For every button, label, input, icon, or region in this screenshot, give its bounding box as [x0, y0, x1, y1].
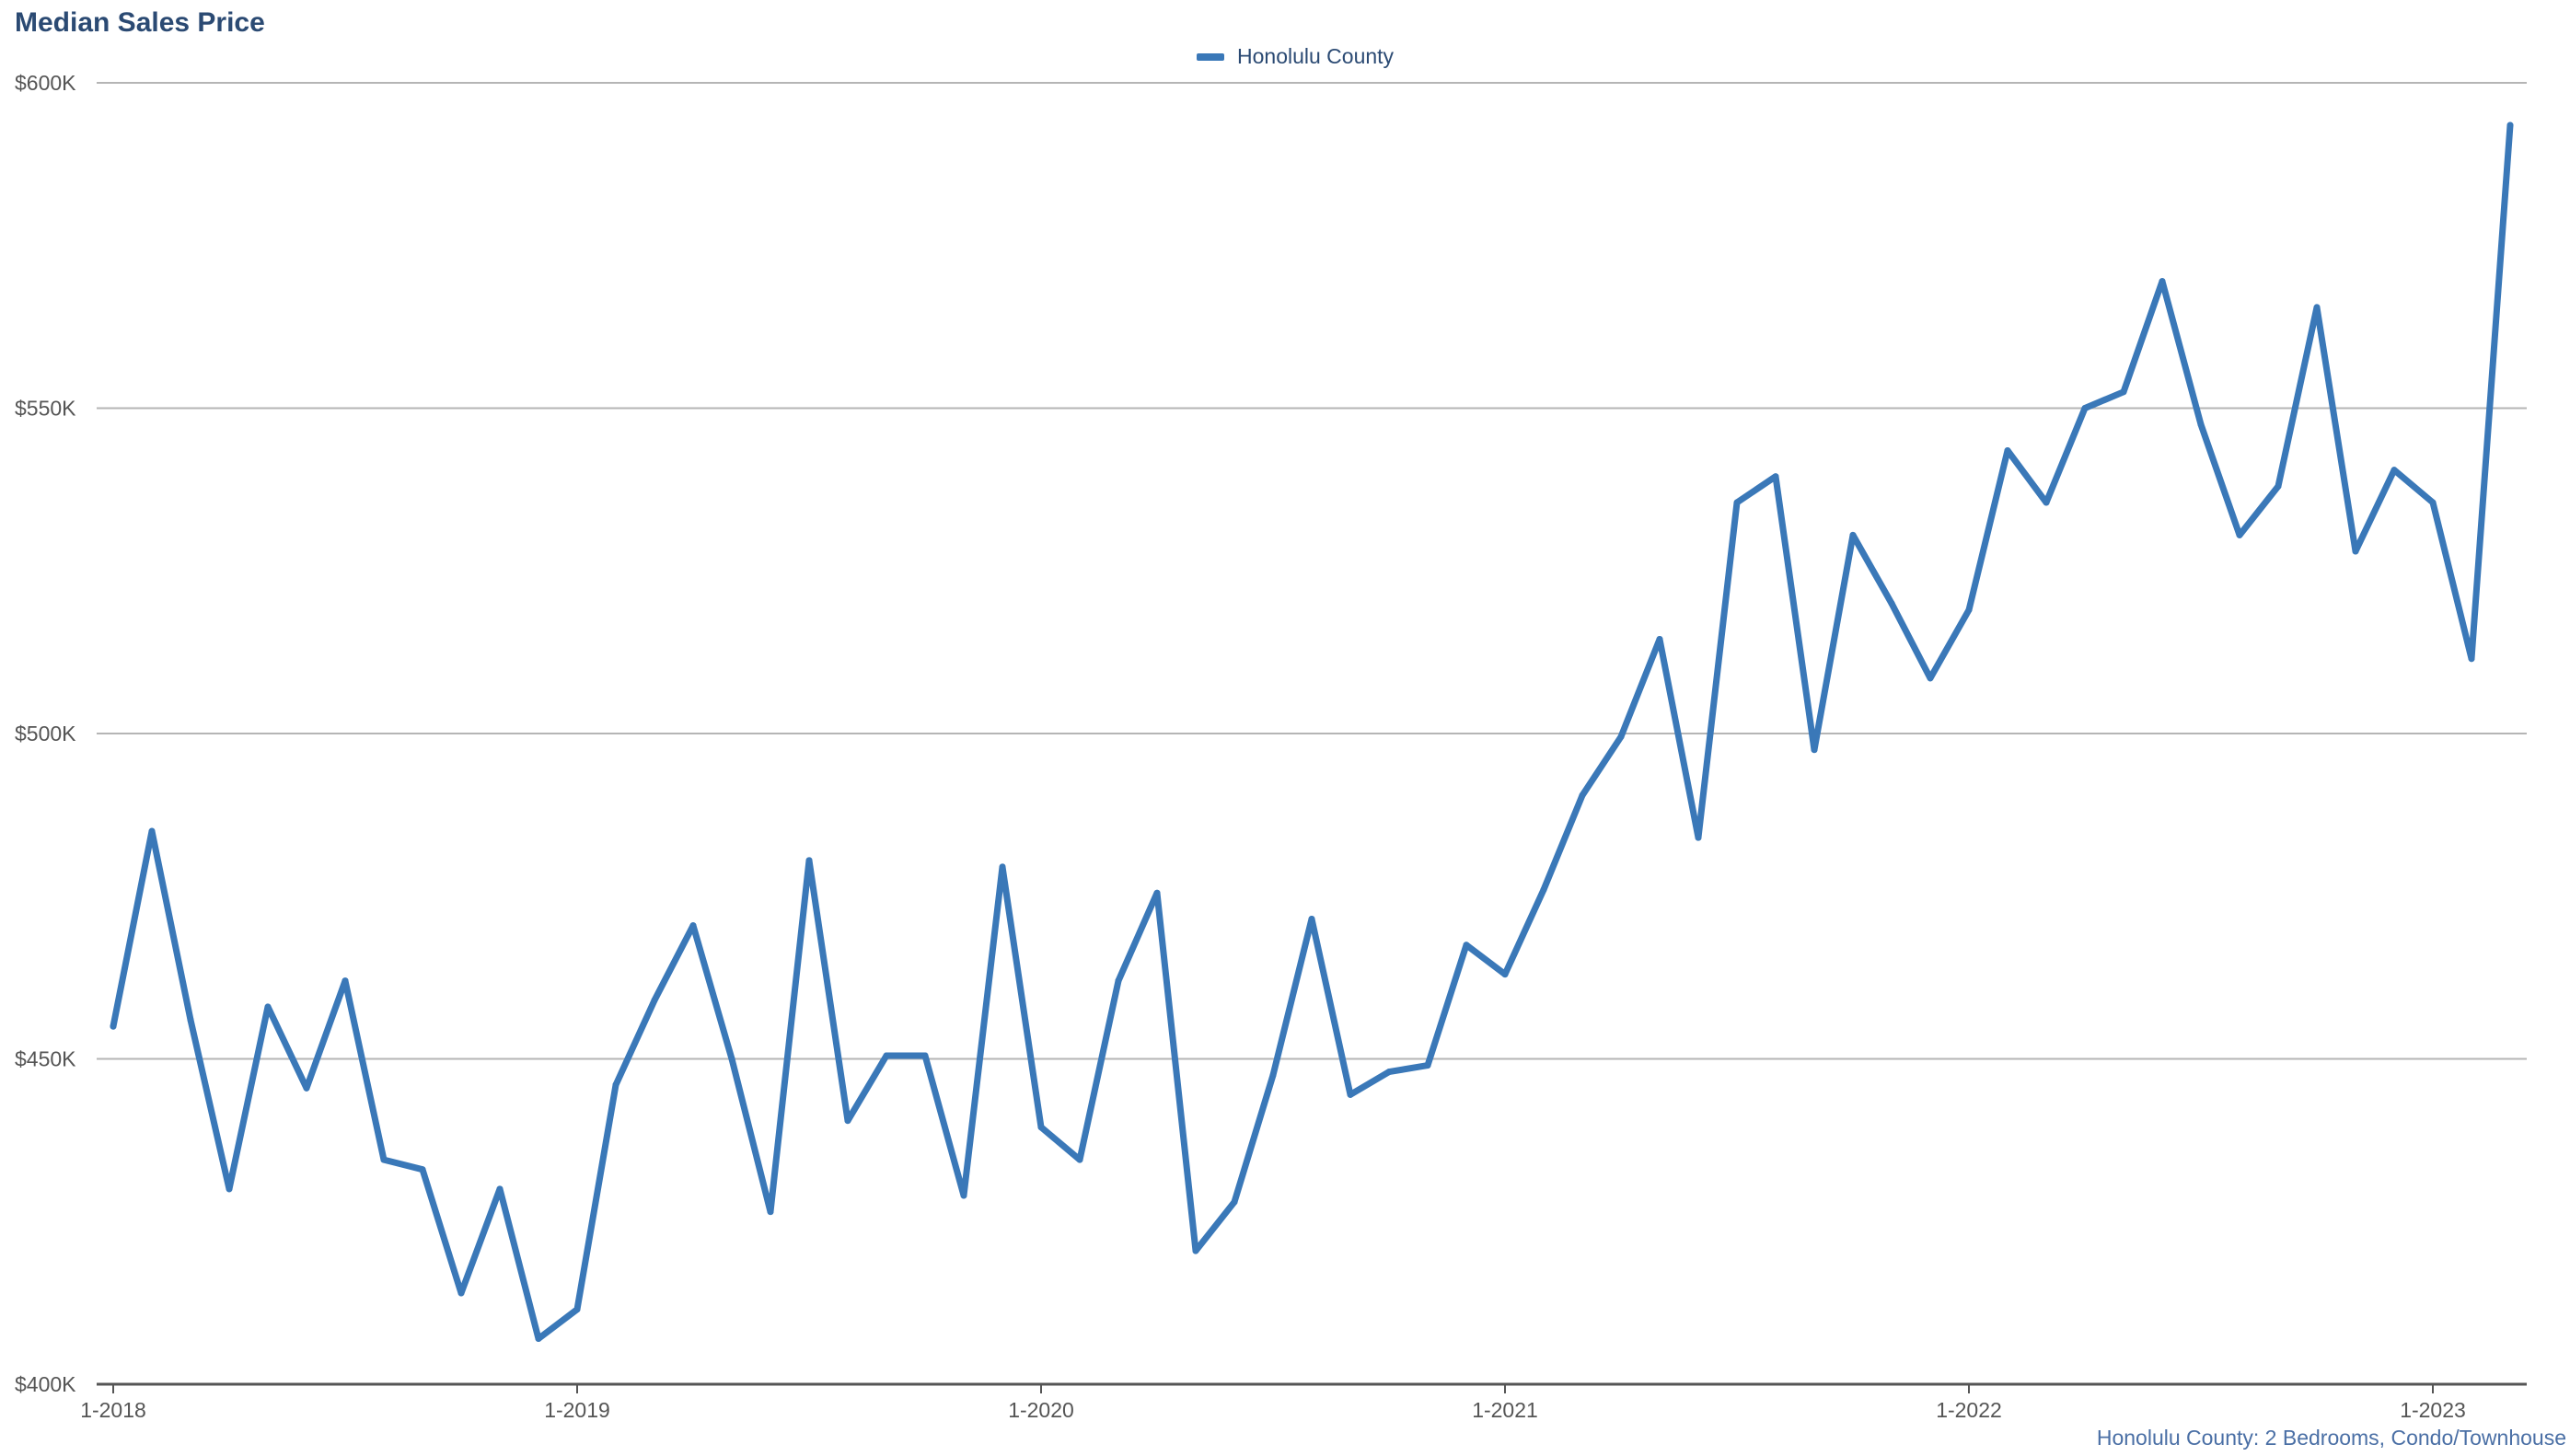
data-point [1463, 942, 1470, 949]
x-tick-label: 1-2019 [544, 1398, 610, 1422]
data-point [303, 1084, 310, 1092]
data-point [1965, 607, 1973, 614]
data-point [767, 1208, 774, 1216]
data-point [2275, 482, 2282, 490]
data-point [2236, 531, 2243, 538]
data-point [380, 1156, 388, 1163]
data-point [1733, 499, 1741, 506]
data-point [1579, 792, 1586, 799]
data-point [651, 997, 658, 1004]
data-point [2429, 499, 2437, 506]
data-point [1501, 971, 1509, 978]
data-point [496, 1185, 504, 1193]
data-point [2159, 278, 2166, 285]
data-point [342, 977, 349, 985]
data-point [844, 1117, 851, 1125]
data-point [148, 827, 156, 835]
y-tick-label: $600K [15, 71, 76, 95]
data-point [1385, 1069, 1393, 1076]
grid-layer [97, 82, 2527, 1060]
data-point [2081, 405, 2089, 411]
data-point [264, 1003, 272, 1011]
data-point [419, 1166, 426, 1173]
data-point [921, 1052, 929, 1059]
y-tick-label: $450K [15, 1047, 76, 1071]
x-tick-label: 1-2022 [1936, 1398, 2002, 1422]
data-point [535, 1335, 542, 1343]
data-point [457, 1289, 465, 1297]
data-point [2391, 467, 2398, 474]
legend-swatch [1197, 52, 1224, 61]
data-point [805, 857, 813, 864]
data-point [689, 922, 697, 930]
data-point [2197, 421, 2205, 428]
x-tick-label: 1-2018 [80, 1398, 146, 1422]
data-point [2506, 121, 2514, 129]
data-point [1656, 635, 1663, 642]
data-point [2352, 548, 2359, 555]
data-point [1153, 889, 1161, 896]
legend: Honolulu County [1197, 44, 1394, 69]
data-point [1888, 600, 1895, 607]
data-point [1192, 1247, 1199, 1254]
chart-caption: Honolulu County: 2 Bedrooms, Condo/Townh… [2096, 1426, 2566, 1450]
data-point [1347, 1091, 1354, 1098]
y-tick-label: $400K [15, 1372, 76, 1396]
data-point [226, 1185, 233, 1193]
series-line-0 [110, 121, 2514, 1342]
data-point [2004, 446, 2011, 454]
data-point [1540, 886, 1547, 894]
series-layer [110, 121, 2514, 1343]
data-point [728, 1056, 735, 1062]
x-tick-label: 1-2023 [2400, 1398, 2466, 1422]
data-point [1037, 1124, 1045, 1131]
data-point [1695, 834, 1702, 841]
chart-title: Median Sales Price [15, 7, 265, 38]
data-point [2120, 388, 2127, 396]
data-point [1424, 1062, 1431, 1069]
data-point [883, 1052, 890, 1059]
data-point [1772, 473, 1779, 480]
data-point [1269, 1071, 1277, 1079]
data-point [2043, 499, 2050, 506]
y-tick-label: $550K [15, 397, 76, 421]
data-point [110, 1023, 117, 1030]
legend-label: Honolulu County [1237, 44, 1395, 68]
data-point [999, 863, 1006, 871]
data-point [1231, 1198, 1238, 1206]
data-point [1076, 1156, 1083, 1163]
data-point [573, 1306, 581, 1313]
data-point [1308, 915, 1315, 922]
data-point [1617, 734, 1625, 741]
data-point [1849, 531, 1857, 538]
data-point [960, 1192, 967, 1199]
data-point [1115, 977, 1122, 985]
data-point [1811, 746, 1818, 754]
data-point [1927, 675, 1934, 682]
x-tick-label: 1-2021 [1472, 1398, 1538, 1422]
y-tick-label: $500K [15, 722, 76, 745]
data-point [187, 1016, 194, 1023]
x-tick-label: 1-2020 [1008, 1398, 1074, 1422]
data-point [612, 1081, 619, 1089]
data-point [2468, 655, 2475, 663]
axis-layer: $400K $450K $500K $550K $600K 1-2018 1-2019 1-2… [15, 71, 2527, 1422]
data-point [2313, 304, 2321, 311]
